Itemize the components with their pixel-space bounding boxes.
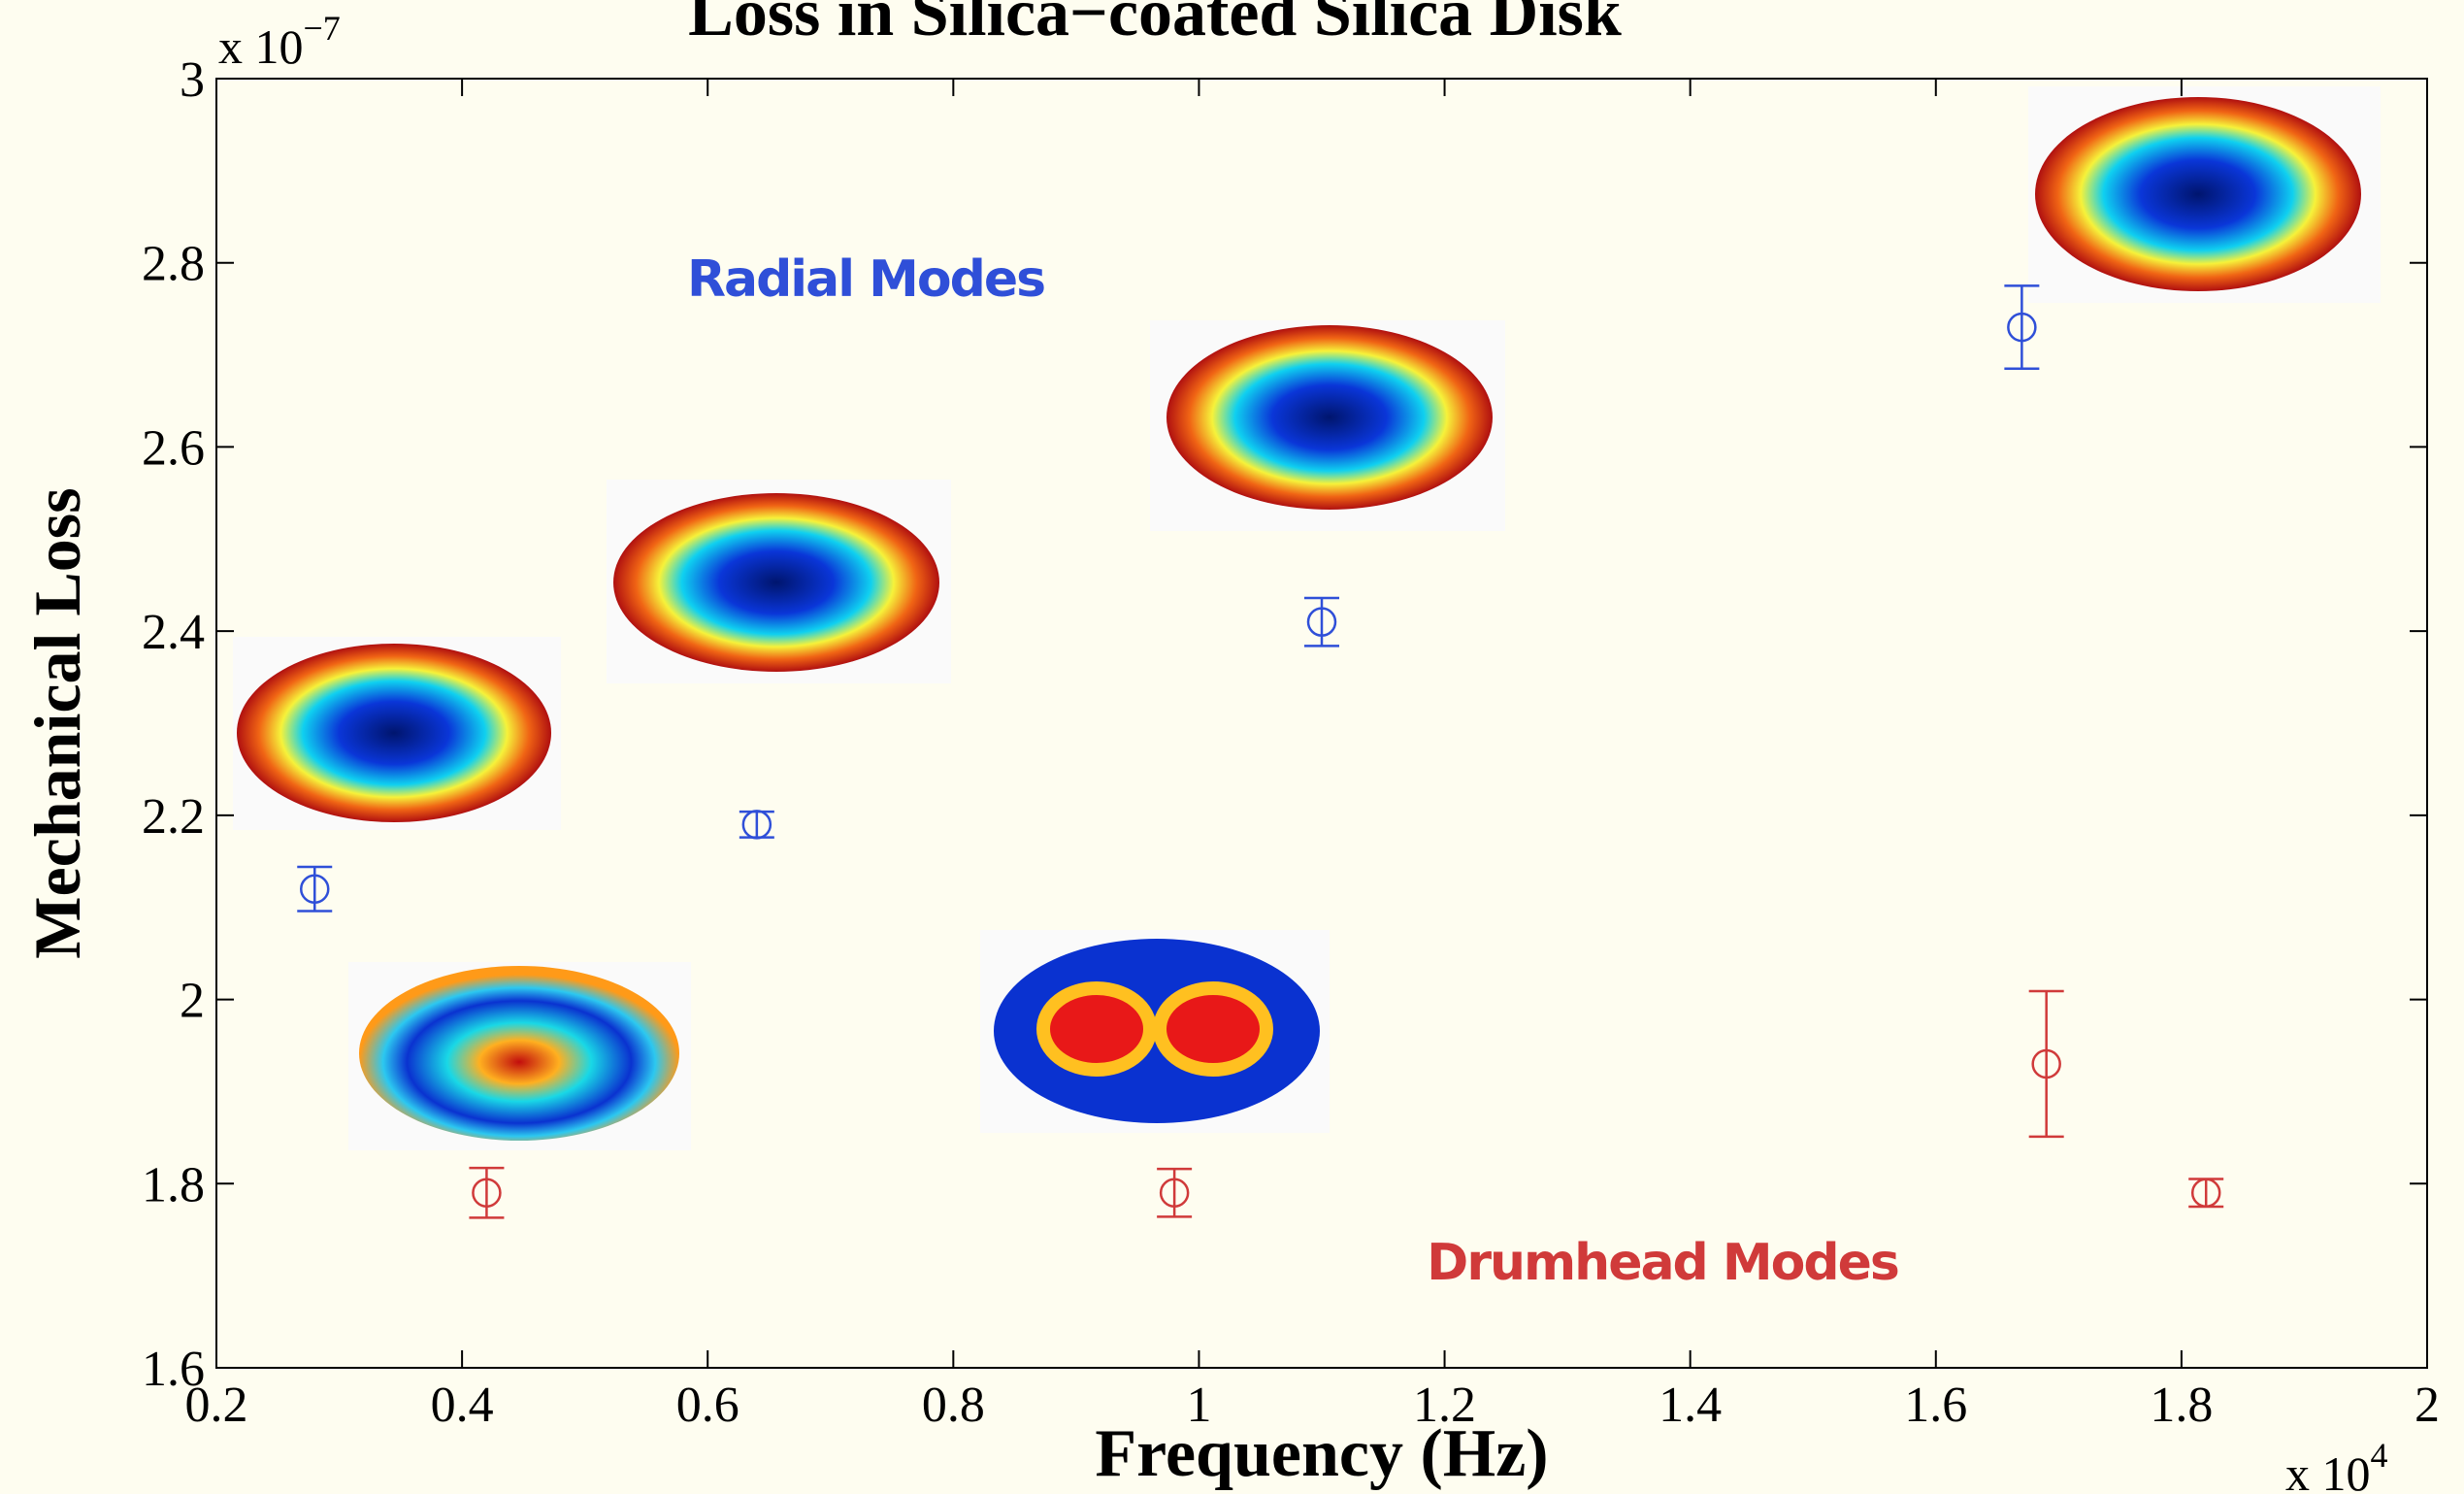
x-tick-label: 1: [1186, 1378, 1211, 1433]
y-multiplier-base: x 10: [218, 19, 304, 74]
y-tick-label: 2.2: [142, 789, 205, 845]
y-tick-label: 2.4: [142, 605, 205, 660]
error-bar: [1304, 596, 1339, 647]
x-tick-label: 1.8: [2150, 1378, 2213, 1433]
x-tick-label: 0.6: [676, 1378, 739, 1433]
y-multiplier-exponent: −7: [304, 9, 341, 48]
series-annotation: Drumhead Modes: [1427, 1234, 1898, 1292]
x-tick-label: 2: [2415, 1378, 2440, 1433]
x-multiplier: x 104: [2285, 1436, 2388, 1494]
y-tick-label: 2.6: [142, 420, 205, 476]
chart-title: Loss in Silica−coated Silica Disk: [688, 0, 1622, 50]
error-bar: [2004, 284, 2040, 371]
x-tick-label: 0.4: [431, 1378, 494, 1433]
series-annotation: Radial Modes: [687, 250, 1044, 309]
y-tick-label: 3: [180, 52, 205, 108]
x-tick-label: 1.4: [1659, 1378, 1722, 1433]
data-point: [1159, 1178, 1190, 1209]
data-point: [2190, 1178, 2221, 1209]
y-multiplier: x 10−7: [218, 9, 341, 74]
data-point: [472, 1178, 502, 1209]
mode-images: [233, 86, 2381, 1150]
x-tick-label: 0.2: [185, 1378, 248, 1433]
y-tick-label: 1.8: [142, 1157, 205, 1212]
data-point: [741, 810, 772, 840]
x-tick-label: 1.6: [1904, 1378, 1967, 1433]
data-point: [299, 874, 330, 904]
data-point: [2031, 1048, 2061, 1079]
x-multiplier-base: x 10: [2285, 1446, 2371, 1494]
y-tick-label: 2: [180, 974, 205, 1029]
x-tick-label: 1.2: [1413, 1378, 1476, 1433]
data-point: [2007, 312, 2037, 343]
error-bar: [1157, 1167, 1193, 1218]
x-multiplier-exponent: 4: [2371, 1436, 2388, 1475]
x-axis-label: Frequency (Hz): [1095, 1416, 1548, 1491]
y-axis-label: Mechanical Loss: [20, 487, 94, 958]
y-tick-label: 1.6: [142, 1342, 205, 1397]
x-tick-label: 0.8: [922, 1378, 985, 1433]
error-bar: [2028, 989, 2064, 1139]
y-tick-label: 2.8: [142, 237, 205, 292]
data-point: [1306, 607, 1337, 637]
error-bar: [469, 1166, 505, 1219]
